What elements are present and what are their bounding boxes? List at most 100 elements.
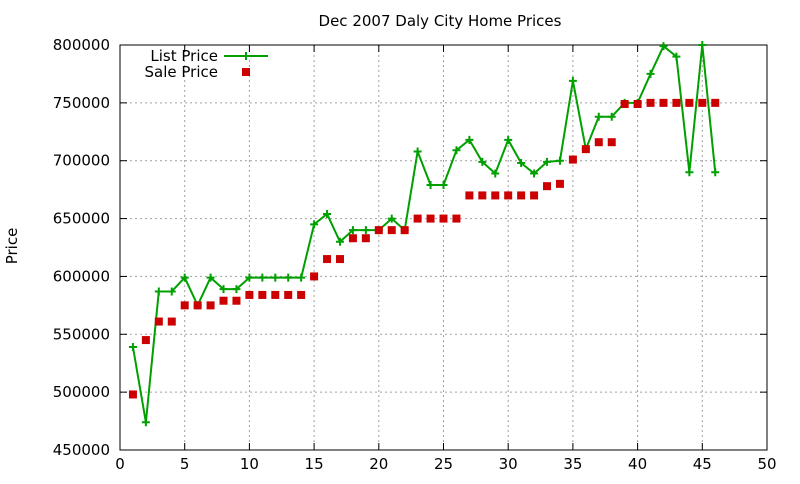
list-price-point bbox=[465, 135, 474, 144]
sale-price-point bbox=[659, 98, 668, 107]
sale-price-point bbox=[206, 301, 215, 310]
sale-price-point bbox=[232, 296, 241, 305]
list-price-point bbox=[361, 226, 370, 235]
legend-label-sale-price: Sale Price bbox=[145, 63, 218, 81]
sale-price-point bbox=[555, 179, 564, 188]
legend-marker-list-price bbox=[242, 52, 250, 60]
y-tick-label: 800000 bbox=[53, 36, 110, 54]
list-price-point bbox=[672, 52, 681, 61]
list-price-point bbox=[258, 273, 267, 282]
sale-price-point bbox=[620, 100, 629, 109]
x-tick-label: 40 bbox=[628, 455, 647, 473]
legend-swatch-sale-price bbox=[242, 68, 250, 76]
list-price-point bbox=[141, 418, 150, 427]
sale-price-point bbox=[633, 100, 642, 109]
sale-price-point bbox=[297, 290, 306, 299]
list-price-point bbox=[478, 157, 487, 166]
x-tick-label: 45 bbox=[693, 455, 712, 473]
sale-price-point bbox=[711, 98, 720, 107]
list-price-point bbox=[607, 112, 616, 121]
sale-price-point bbox=[646, 98, 655, 107]
list-price-point bbox=[659, 42, 668, 51]
sale-price-point bbox=[167, 317, 176, 326]
list-price-point bbox=[543, 157, 552, 166]
list-price-point bbox=[128, 343, 137, 352]
list-price-line bbox=[131, 44, 717, 424]
list-price-point bbox=[180, 273, 189, 282]
chart-title: Dec 2007 Daly City Home Prices bbox=[319, 12, 562, 30]
y-tick-label: 650000 bbox=[53, 210, 110, 228]
sale-price-point bbox=[335, 255, 344, 264]
sale-price-point bbox=[310, 272, 319, 281]
x-tick-label: 20 bbox=[369, 455, 388, 473]
grid-lines bbox=[120, 45, 767, 450]
x-tick-label: 50 bbox=[757, 455, 776, 473]
sale-price-point bbox=[193, 301, 202, 310]
sale-price-point bbox=[413, 214, 422, 223]
y-axis-label: Price bbox=[3, 228, 21, 265]
sale-price-point bbox=[465, 191, 474, 200]
x-tick-label: 30 bbox=[499, 455, 518, 473]
list-price-point bbox=[413, 147, 422, 156]
y-tick-label: 700000 bbox=[53, 152, 110, 170]
list-price-point bbox=[297, 273, 306, 282]
sale-price-point bbox=[594, 138, 603, 147]
list-price-point bbox=[439, 181, 448, 190]
sale-price-point bbox=[439, 214, 448, 223]
sale-price-point bbox=[387, 226, 396, 235]
list-price-point bbox=[698, 41, 707, 49]
list-price-point bbox=[348, 226, 357, 235]
list-price-point bbox=[232, 285, 241, 294]
legend-label-list-price: List Price bbox=[150, 47, 218, 65]
list-price-point bbox=[491, 169, 500, 178]
x-tick-label: 35 bbox=[563, 455, 582, 473]
y-tick-label: 750000 bbox=[53, 94, 110, 112]
x-tick-label: 10 bbox=[240, 455, 259, 473]
list-price-point bbox=[452, 146, 461, 155]
sale-price-point bbox=[323, 255, 332, 264]
sale-price-point bbox=[685, 98, 694, 107]
sale-price-point bbox=[698, 98, 707, 107]
sale-price-point bbox=[530, 191, 539, 200]
list-price-point bbox=[530, 169, 539, 178]
sale-price-point bbox=[361, 234, 370, 243]
sale-price-point bbox=[607, 138, 616, 147]
sale-price-point bbox=[452, 214, 461, 223]
sale-price-point bbox=[141, 336, 150, 345]
sale-price-point bbox=[543, 182, 552, 191]
list-price-point bbox=[555, 156, 564, 165]
list-price-point bbox=[335, 237, 344, 246]
list-price-point bbox=[219, 285, 228, 294]
sale-price-point bbox=[258, 290, 267, 299]
sale-price-point bbox=[478, 191, 487, 200]
axes: 0 5 10 15 20 25 30 35 40 45 50 450000 500000 550000 60… bbox=[53, 36, 777, 473]
x-tick-label: 0 bbox=[115, 455, 125, 473]
list-price-point bbox=[426, 181, 435, 190]
sale-price-point bbox=[154, 317, 163, 326]
list-price-point bbox=[310, 220, 319, 229]
sale-price-point bbox=[504, 191, 513, 200]
sale-price-point bbox=[426, 214, 435, 223]
x-tick-label: 25 bbox=[434, 455, 453, 473]
y-tick-label: 600000 bbox=[53, 267, 110, 285]
list-price-point bbox=[517, 159, 526, 168]
list-price-point bbox=[387, 214, 396, 223]
sale-price-point bbox=[374, 226, 383, 235]
sale-price-point bbox=[400, 226, 409, 235]
y-tick-label: 450000 bbox=[53, 441, 110, 459]
list-price-point bbox=[646, 69, 655, 78]
x-tick-label: 15 bbox=[305, 455, 324, 473]
list-price-point bbox=[504, 135, 513, 144]
list-price-point bbox=[711, 168, 720, 177]
list-price-point bbox=[284, 273, 293, 282]
sale-price-point bbox=[581, 145, 590, 154]
sale-price-point bbox=[517, 191, 526, 200]
list-price-point bbox=[245, 273, 254, 282]
sale-price-point bbox=[348, 234, 357, 243]
list-price-point bbox=[206, 273, 215, 282]
sale-price-point bbox=[672, 98, 681, 107]
sale-price-point bbox=[491, 191, 500, 200]
